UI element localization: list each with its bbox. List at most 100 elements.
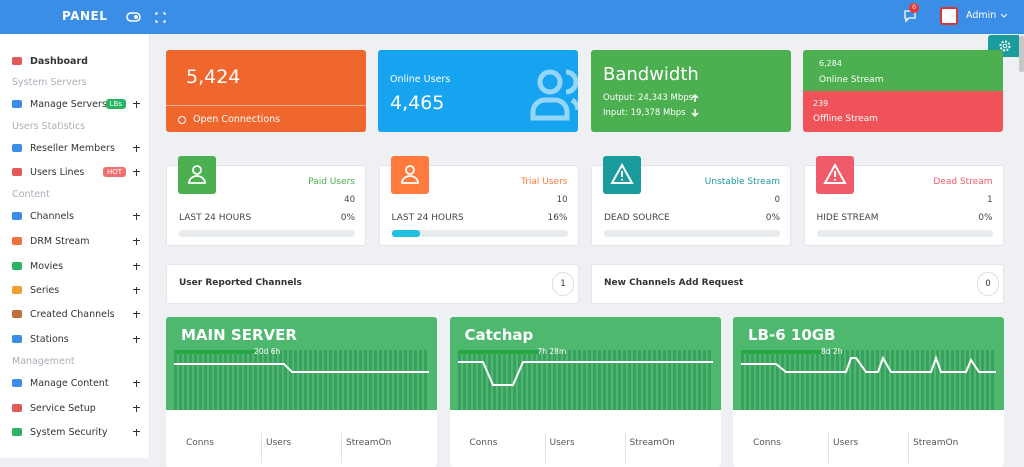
- expand-icon: [133, 286, 140, 294]
- progress-bar: [391, 230, 420, 237]
- nav-icon: [12, 404, 22, 412]
- server-name: LB-6 10GB: [748, 326, 836, 344]
- server-card: MAIN SERVER 20d 6h Conns Users StreamOn: [166, 317, 437, 467]
- nav-label: Manage Content: [30, 377, 109, 389]
- connections-card: 5,424 Open Connections: [166, 50, 366, 132]
- nav-item[interactable]: Dashboard: [12, 53, 142, 69]
- stat-count: 10: [556, 195, 568, 205]
- request-count: 1: [552, 272, 574, 296]
- bandwidth-card: Bandwidth Output: 24,343 Mbps Input: 19,37…: [591, 50, 791, 132]
- nav-label: Manage Servers: [30, 98, 107, 110]
- nav-label: System Security: [30, 426, 108, 438]
- nav-label: Series: [30, 284, 60, 296]
- stat-percent: 0%: [978, 213, 993, 223]
- stat-count: 0: [774, 195, 780, 205]
- nav-item[interactable]: DRM Stream: [12, 233, 142, 249]
- nav-item[interactable]: Stations: [12, 331, 142, 347]
- nav-icon: [12, 57, 22, 65]
- server-chart: [741, 350, 996, 410]
- server-uptime: 7h 28m: [537, 347, 567, 356]
- top-bar: PANEL 0 Admin: [0, 0, 1024, 34]
- gear-icon: [999, 40, 1011, 52]
- section-header: Content: [12, 189, 50, 200]
- scrollbar: [1019, 34, 1024, 458]
- stat-title: Paid Users: [308, 177, 355, 187]
- nav-label: Service Setup: [30, 402, 96, 414]
- nav-item[interactable]: Manage Servers LBs: [12, 96, 142, 112]
- column-divider: [828, 433, 829, 463]
- avatar[interactable]: [940, 7, 958, 25]
- column-divider: [341, 433, 342, 463]
- nav-icon: [12, 286, 22, 294]
- request-card[interactable]: New Channels Add Request 0: [591, 264, 1004, 304]
- nav-item[interactable]: System Security: [12, 424, 142, 440]
- nav-item[interactable]: Movies: [12, 258, 142, 274]
- expand-icon: [133, 310, 140, 318]
- nav-icon: [12, 168, 22, 176]
- offline-stream-label: Offline Stream: [813, 114, 878, 124]
- nav-label: Movies: [30, 260, 64, 272]
- stat-percent: 0%: [765, 213, 780, 223]
- nav-item[interactable]: Channels: [12, 208, 142, 224]
- stat-period: LAST 24 HOURS: [179, 213, 252, 223]
- connections-value: 5,424: [186, 66, 241, 88]
- expand-icon: [133, 428, 140, 436]
- nav-icon: [12, 262, 22, 270]
- bandwidth-input: Input: 19,378 Mbps: [603, 108, 686, 118]
- section-header: Management: [12, 356, 75, 367]
- stat-title: Trial Users: [521, 177, 568, 187]
- stat-title: Dead Stream: [933, 177, 993, 187]
- online-users-value: 4,465: [390, 92, 445, 114]
- stat-period: DEAD SOURCE: [604, 213, 670, 223]
- sidebar: Dashboard System Servers Manage Servers LBs…: [0, 34, 150, 458]
- request-card[interactable]: User Reported Channels 1: [166, 264, 579, 304]
- stat-icon: [603, 156, 641, 194]
- stat-icon: [390, 156, 429, 194]
- offline-stream-card: 239 Offline Stream: [803, 91, 1003, 132]
- server-uptime: 8d 2h: [821, 347, 843, 356]
- server-card: Catchap 7h 28m Conns Users StreamOn: [449, 317, 721, 467]
- column-header: Users: [549, 438, 575, 448]
- nav-item[interactable]: Reseller Members: [12, 140, 142, 156]
- arrows: [691, 93, 699, 118]
- uptime-bar: [741, 350, 821, 354]
- request-label: User Reported Channels: [179, 278, 302, 288]
- icon-glyph: [400, 165, 419, 184]
- icon-glyph: [188, 165, 206, 184]
- column-divider: [908, 433, 909, 463]
- column-divider: [624, 433, 626, 463]
- stat-percent: 16%: [547, 213, 568, 223]
- column-divider: [544, 433, 546, 463]
- expand-icon: [133, 237, 140, 245]
- server-card: LB-6 10GB 8d 2h Conns Users StreamOn: [733, 317, 1004, 467]
- nav-icon: [12, 379, 22, 387]
- user-name[interactable]: Admin: [966, 10, 997, 21]
- nav-badge: LBs: [105, 99, 126, 109]
- nav-item[interactable]: Series: [12, 282, 142, 298]
- progress-track: [816, 230, 993, 237]
- icon-glyph: [822, 162, 847, 184]
- column-header: Conns: [186, 438, 214, 448]
- nav-item[interactable]: Users Lines HOT: [12, 164, 142, 180]
- nav-icon: [12, 335, 22, 343]
- nav-item[interactable]: Manage Content: [12, 375, 142, 391]
- nav-label: Users Lines: [30, 166, 85, 178]
- clock-icon: [178, 116, 186, 124]
- brand: PANEL: [62, 9, 108, 23]
- nav-label: DRM Stream: [30, 235, 90, 247]
- header-icons[interactable]: [126, 10, 174, 24]
- nav-item[interactable]: Service Setup: [12, 400, 142, 416]
- server-name: Catchap: [464, 326, 534, 344]
- expand-icon: [133, 404, 140, 412]
- expand-icon: [133, 212, 140, 220]
- nav-item[interactable]: Created Channels: [12, 306, 142, 322]
- nav-label: Reseller Members: [30, 142, 115, 154]
- request-label: New Channels Add Request: [604, 278, 744, 288]
- sparkline: [174, 363, 429, 373]
- server-name: MAIN SERVER: [181, 326, 297, 344]
- stat-period: HIDE STREAM: [816, 213, 879, 223]
- online-stream-label: Online Stream: [819, 75, 884, 85]
- bandwidth-title: Bandwidth: [603, 64, 699, 85]
- stat-percent: 0%: [340, 213, 355, 223]
